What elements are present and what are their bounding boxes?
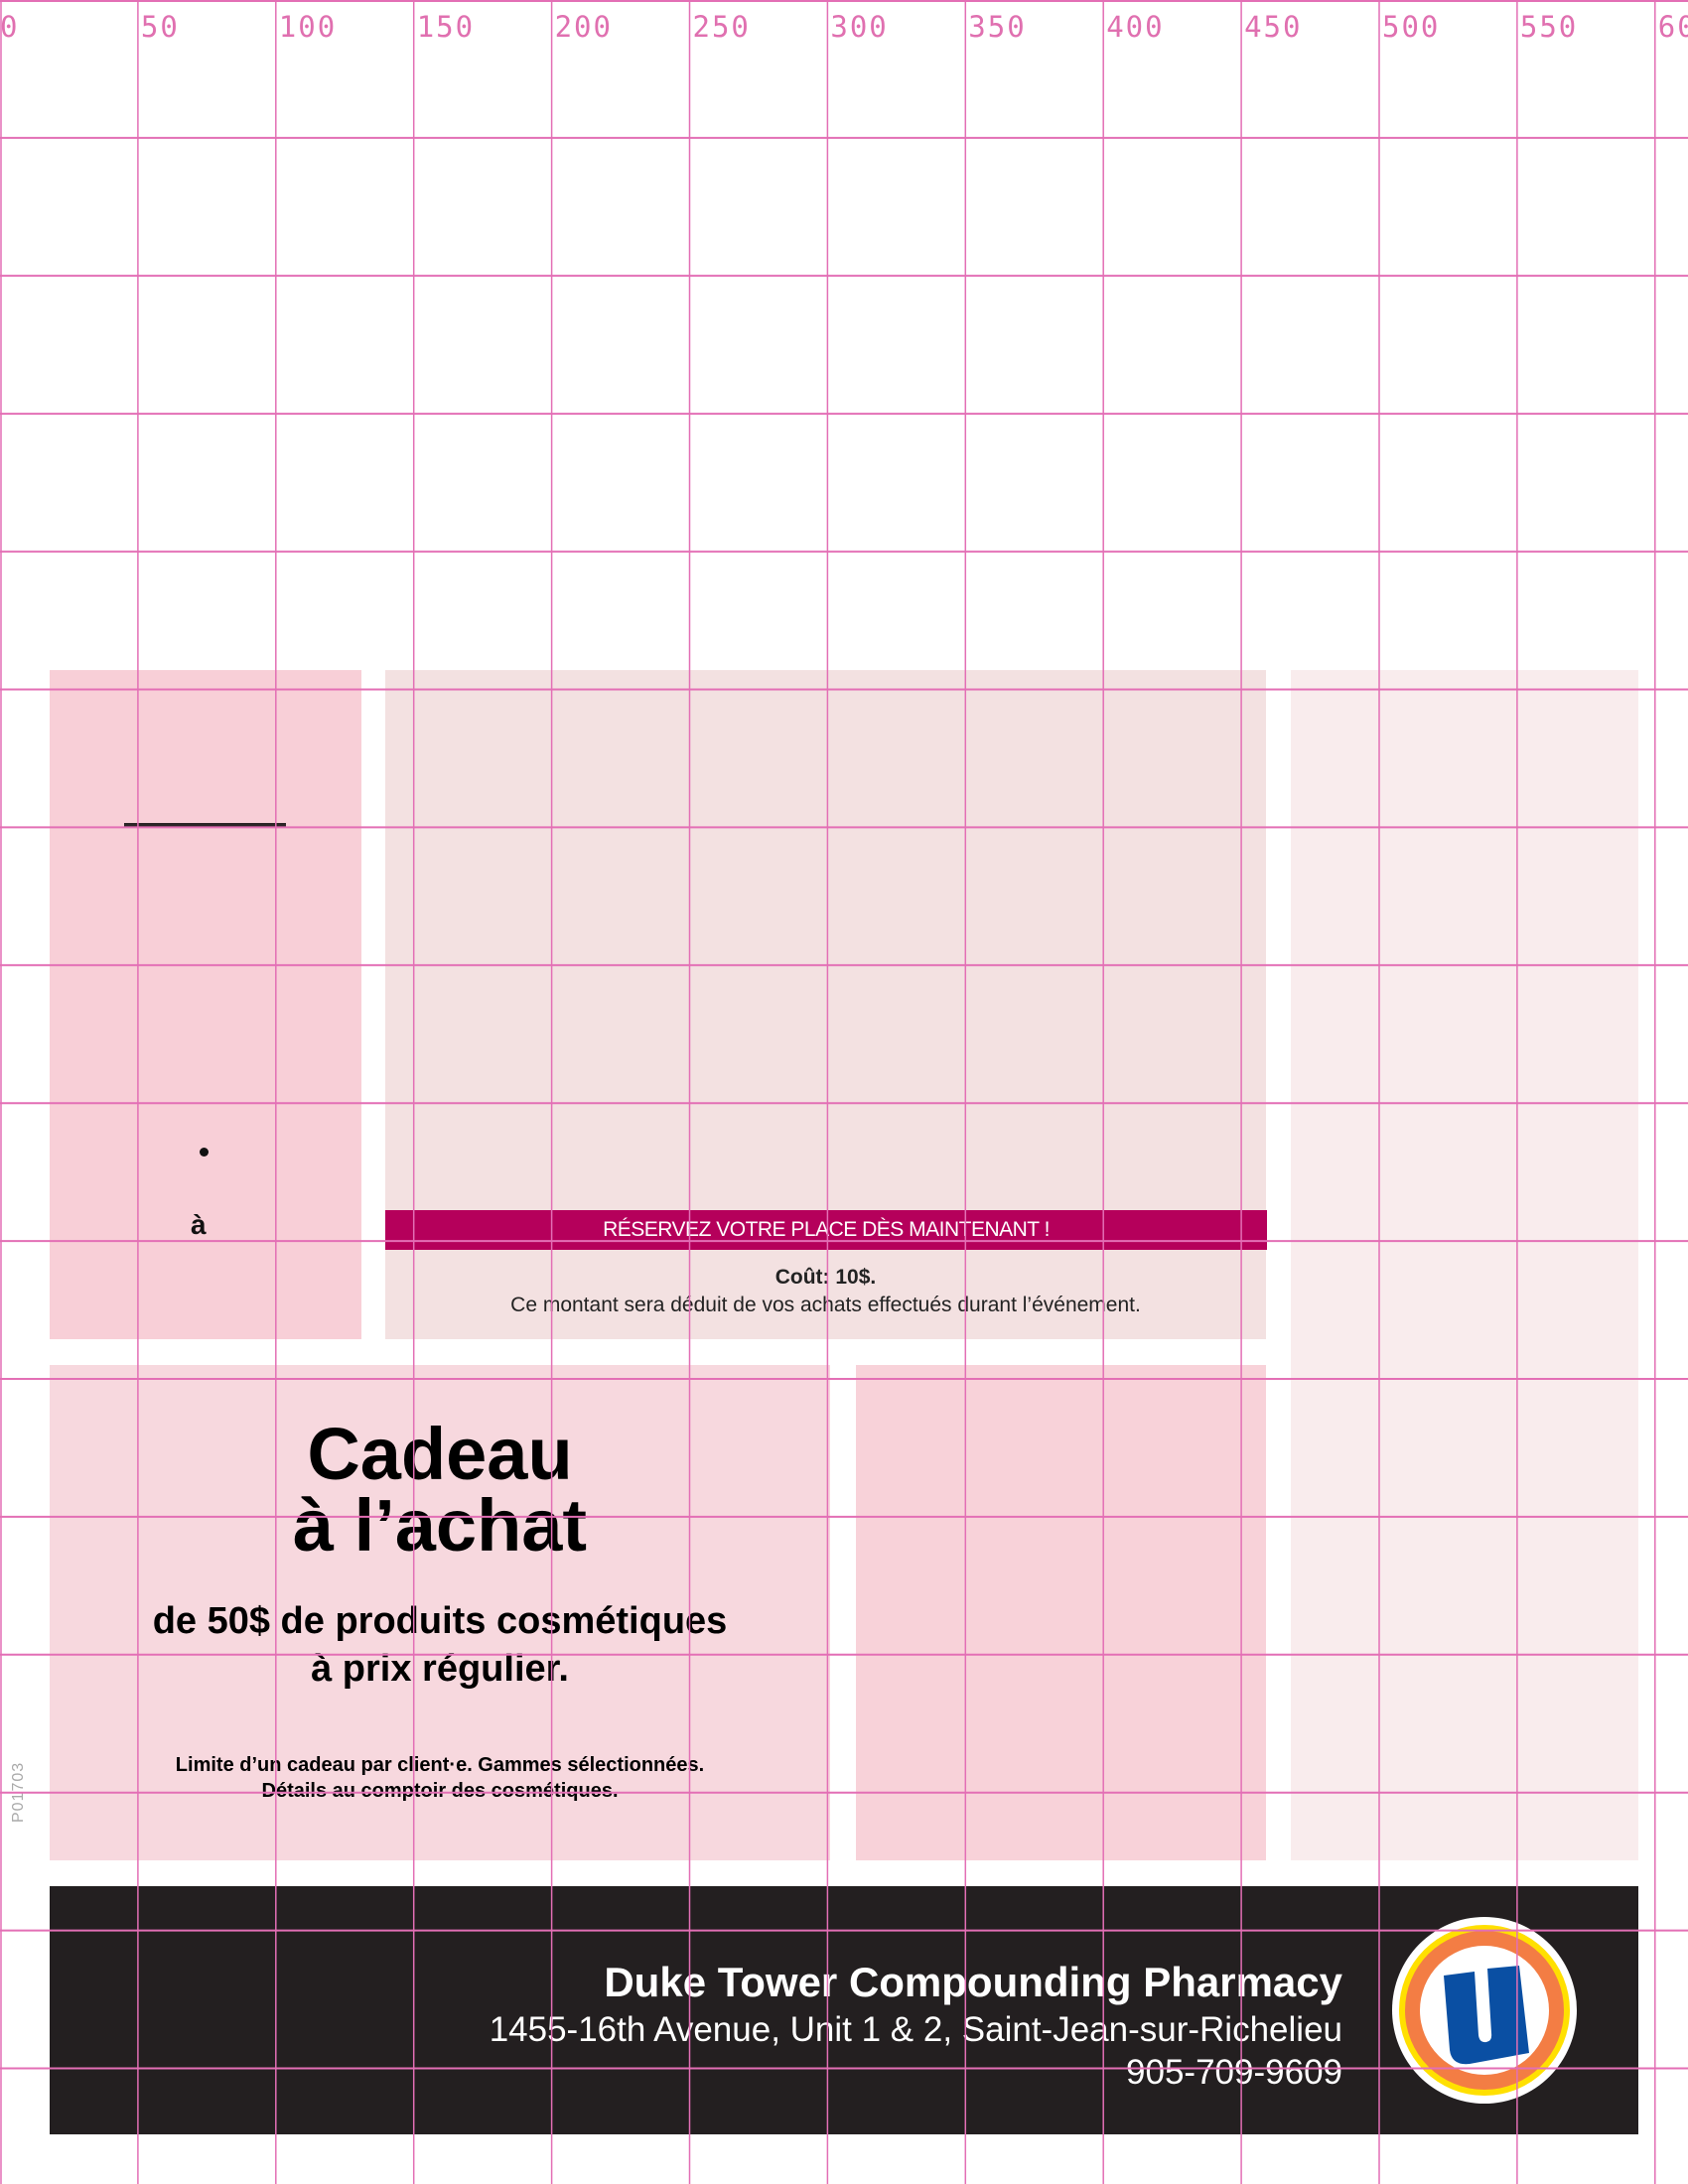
offer-subtitle-line2: à prix régulier. (311, 1648, 569, 1690)
ruler-label: 150 (416, 10, 476, 44)
reserve-banner: RÉSERVEZ VOTRE PLACE DÈS MAINTENANT ! (385, 1210, 1267, 1250)
image-panel (856, 1365, 1266, 1860)
bullet-dot (200, 1148, 209, 1157)
offer-fineprint-line2: Détails au comptoir des cosmétiques. (261, 1780, 619, 1802)
cost-note: Ce montant sera déduit de vos achats eff… (510, 1294, 1141, 1316)
document-code: P01703 (10, 1761, 27, 1823)
pharmacy-phone: 905-709-9609 (1126, 2053, 1342, 2092)
ruler-label: 450 (1244, 10, 1303, 44)
ruler-label: 250 (692, 10, 751, 44)
divider-rule (124, 823, 286, 827)
right-panel (1291, 670, 1638, 1860)
offer-panel (50, 1365, 830, 1860)
pharmacy-address: 1455-16th Avenue, Unit 1 & 2, Saint-Jean… (489, 2010, 1342, 2049)
ruler-label: 60 (1657, 10, 1688, 44)
left-panel (50, 670, 361, 1339)
pharmacy-name: Duke Tower Compounding Pharmacy (604, 1959, 1342, 2005)
cost-text: Coût: 10$. (774, 1266, 877, 1289)
ruler-label: 300 (830, 10, 889, 44)
uniprix-u-logo-icon (1392, 1917, 1577, 2104)
footer-bar (50, 1886, 1638, 2134)
ruler-label: 50 (140, 10, 180, 44)
ruler-label: 200 (554, 10, 613, 44)
offer-title-line2: à l’achat (292, 1484, 588, 1567)
date-connector-text: à (191, 1209, 207, 1240)
offer-fineprint-line1: Limite d’un cadeau par client·e. Gammes … (175, 1754, 705, 1776)
offer-title-line1: Cadeau (307, 1413, 573, 1495)
ruler-label: 550 (1519, 10, 1579, 44)
ruler-label: 400 (1106, 10, 1165, 44)
offer-subtitle-line1: de 50$ de produits cosmétiques (152, 1600, 728, 1642)
ruler-label: 0 (0, 10, 20, 44)
ruler-label: 500 (1382, 10, 1441, 44)
ruler-label: 350 (968, 10, 1027, 44)
ruler-label: 100 (278, 10, 338, 44)
